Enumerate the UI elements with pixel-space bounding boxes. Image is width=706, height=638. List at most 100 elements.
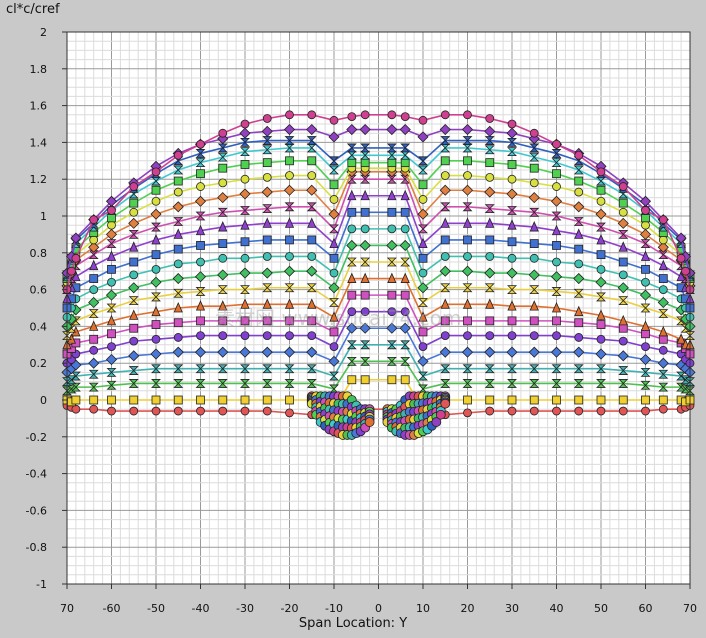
data-point xyxy=(151,167,161,177)
data-point xyxy=(328,282,340,294)
data-point xyxy=(107,264,116,274)
data-point xyxy=(552,395,561,405)
data-point xyxy=(173,333,183,342)
data-point xyxy=(400,112,410,122)
data-point xyxy=(641,264,650,274)
series-line xyxy=(66,114,691,290)
data-point xyxy=(360,207,370,217)
data-point xyxy=(507,206,517,215)
data-point xyxy=(387,224,397,234)
y-tick-label: -1 xyxy=(36,578,47,591)
data-point xyxy=(485,217,495,228)
data-point xyxy=(550,346,563,358)
data-point xyxy=(105,228,118,240)
data-point xyxy=(440,217,450,228)
series-line xyxy=(66,378,691,411)
data-point xyxy=(573,288,584,298)
data-point xyxy=(196,395,205,405)
data-point xyxy=(485,158,495,168)
data-point xyxy=(329,224,339,234)
data-point xyxy=(240,395,250,405)
data-point xyxy=(462,379,473,388)
data-point xyxy=(462,364,473,374)
data-point xyxy=(507,364,517,374)
x-tick-label: -20 xyxy=(281,602,299,615)
data-point xyxy=(173,288,184,298)
data-point xyxy=(484,136,495,145)
data-point xyxy=(71,253,81,263)
data-point xyxy=(658,274,668,283)
data-point xyxy=(262,395,272,405)
data-point xyxy=(550,271,563,283)
series-layer xyxy=(61,110,696,427)
data-point xyxy=(240,174,250,184)
data-point xyxy=(400,290,410,300)
data-point xyxy=(172,346,184,358)
data-point xyxy=(506,346,518,358)
data-point xyxy=(129,257,139,267)
series-1 xyxy=(62,401,695,427)
data-point xyxy=(658,259,668,271)
data-point xyxy=(552,139,561,149)
data-point xyxy=(346,322,358,334)
data-point xyxy=(528,269,540,281)
series-line xyxy=(66,128,691,274)
data-point xyxy=(329,115,339,125)
data-point xyxy=(551,364,562,374)
data-point xyxy=(485,298,495,309)
data-point xyxy=(346,356,357,366)
data-point xyxy=(128,296,139,306)
data-point xyxy=(658,369,669,379)
data-point xyxy=(306,364,317,374)
data-point xyxy=(89,320,99,331)
data-point xyxy=(218,300,228,311)
data-point xyxy=(150,348,162,360)
data-point xyxy=(173,244,183,254)
data-point xyxy=(129,270,139,280)
data-point xyxy=(218,316,228,326)
data-point xyxy=(285,331,294,341)
data-point xyxy=(484,186,496,198)
data-point xyxy=(551,379,562,388)
data-point xyxy=(306,265,318,277)
data-point xyxy=(261,346,273,358)
data-point xyxy=(484,267,496,279)
data-point xyxy=(306,379,317,388)
data-point xyxy=(440,379,451,388)
data-point xyxy=(529,128,539,138)
y-tick-label: 0 xyxy=(40,394,47,407)
data-point xyxy=(240,160,250,169)
y-tick-label: -0.4 xyxy=(26,468,47,481)
data-point xyxy=(399,322,411,334)
data-point xyxy=(529,406,539,416)
data-point xyxy=(387,375,397,385)
y-tick-label: 2 xyxy=(40,26,47,39)
data-point xyxy=(529,285,540,295)
data-point xyxy=(507,160,517,169)
data-point xyxy=(359,322,371,334)
data-point xyxy=(194,195,207,207)
data-point xyxy=(529,143,540,153)
data-point xyxy=(173,379,184,388)
data-point xyxy=(484,364,495,374)
y-tick-label: 1.4 xyxy=(30,136,48,149)
data-point xyxy=(387,307,397,317)
data-point xyxy=(217,379,228,388)
data-point xyxy=(107,406,116,416)
data-point xyxy=(106,250,117,261)
data-point xyxy=(529,300,539,311)
series-14 xyxy=(62,174,695,295)
data-point xyxy=(364,417,375,427)
data-point xyxy=(573,364,584,374)
data-point xyxy=(151,379,161,388)
data-point xyxy=(89,274,99,283)
data-point xyxy=(440,202,451,212)
data-point xyxy=(173,217,184,226)
data-point xyxy=(329,371,339,381)
series-21 xyxy=(62,110,695,295)
data-point xyxy=(329,327,339,337)
data-point xyxy=(285,156,294,166)
data-point xyxy=(386,322,398,334)
data-point xyxy=(105,353,118,366)
data-point xyxy=(88,309,99,318)
